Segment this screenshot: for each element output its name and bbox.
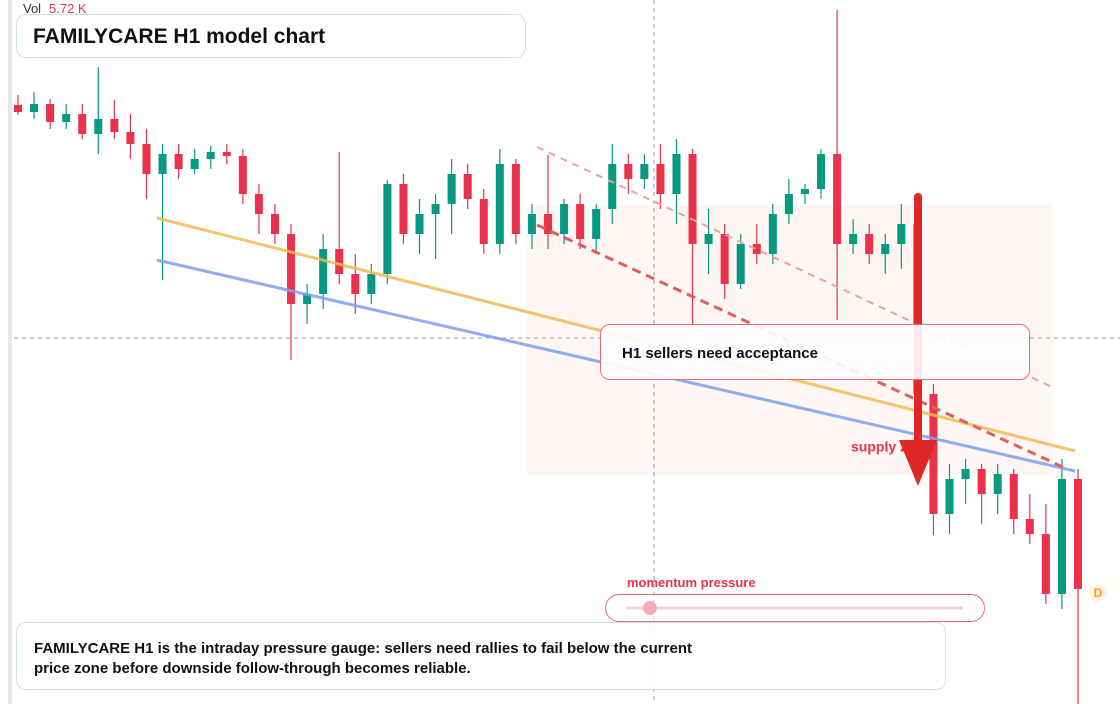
candle-body: [447, 174, 456, 204]
candle-body: [270, 214, 279, 234]
candle-body: [768, 214, 777, 254]
volume-value: 5.72 K: [49, 1, 87, 16]
candle-body: [945, 479, 954, 514]
candle-body: [720, 234, 729, 284]
candle-body: [592, 209, 601, 239]
candle-body: [1073, 479, 1083, 589]
candle-body: [511, 164, 520, 234]
candle-body: [94, 119, 103, 134]
candle-body: [704, 234, 713, 244]
candle-body: [1057, 479, 1066, 594]
arrow-head: [899, 440, 937, 486]
candle-body: [543, 214, 553, 234]
candle-body: [1041, 534, 1050, 594]
caption-box: FAMILYCARE H1 is the intraday pressure g…: [16, 622, 946, 690]
candle-body: [158, 154, 167, 174]
candle-body: [833, 154, 842, 244]
candle-body: [13, 105, 23, 112]
candle-body: [656, 164, 665, 194]
candle-body: [527, 214, 536, 234]
candle-body: [560, 204, 569, 234]
candle-body: [817, 154, 826, 189]
volume-label: Vol: [23, 1, 42, 16]
caption: FAMILYCARE H1 is the intraday pressure g…: [34, 640, 692, 677]
candle-body: [174, 154, 183, 169]
candle-body: [383, 184, 392, 274]
candle-body: [303, 294, 312, 304]
candle-body: [897, 224, 906, 244]
candle-body: [62, 114, 71, 122]
side-bar: [8, 0, 12, 704]
candle-body: [849, 234, 858, 244]
candle-body: [415, 214, 424, 234]
candle-body: [977, 469, 986, 494]
candle-body: [30, 104, 39, 112]
candle-body: [190, 159, 199, 169]
candle-body: [624, 164, 633, 179]
candle-body: [46, 104, 55, 122]
candle-body: [752, 244, 761, 254]
candle-body: [335, 249, 344, 274]
chart-title: FAMILYCARE H1 model chart: [33, 25, 326, 48]
candle-body: [479, 199, 488, 244]
candle-body: [993, 474, 1002, 494]
candle-body: [287, 234, 296, 304]
candle-body: [576, 204, 585, 239]
gauge-label: momentum pressure: [627, 575, 756, 590]
candle-body: [431, 204, 440, 214]
candle-body: [784, 194, 793, 214]
annotation: H1 sellers need acceptance: [622, 345, 818, 362]
candle-body: [881, 244, 890, 254]
marker: D: [1094, 586, 1103, 600]
candle-body: [640, 164, 649, 179]
marker-circle: [1089, 584, 1107, 602]
title-box: FAMILYCARE H1 model chart: [16, 14, 526, 58]
candle-body: [351, 274, 360, 294]
candle-body: [319, 249, 328, 294]
candle-body: [1025, 519, 1034, 534]
candle-body: [254, 194, 263, 214]
candle-body: [688, 154, 697, 244]
candle-body: [929, 394, 938, 514]
candle-body: [865, 234, 874, 254]
candle-body: [800, 189, 809, 194]
candle-body: [367, 274, 376, 294]
annotation-box: H1 sellers need acceptance: [600, 324, 1030, 380]
candle-body: [961, 469, 970, 479]
gauge-box: [605, 594, 985, 622]
candle-body: [1009, 474, 1018, 519]
candle-body: [399, 184, 408, 234]
candle-body: [463, 174, 472, 199]
candle-body: [495, 164, 504, 244]
candle-body: [608, 164, 617, 209]
candle-body: [222, 152, 231, 156]
candle-body: [206, 152, 215, 159]
candle-body: [110, 119, 119, 132]
candle-body: [672, 154, 681, 194]
candle-body: [238, 156, 247, 194]
candle-body: [736, 244, 745, 284]
candle-body: [78, 114, 87, 134]
candle-body: [142, 144, 151, 174]
candle-body: [126, 132, 135, 144]
